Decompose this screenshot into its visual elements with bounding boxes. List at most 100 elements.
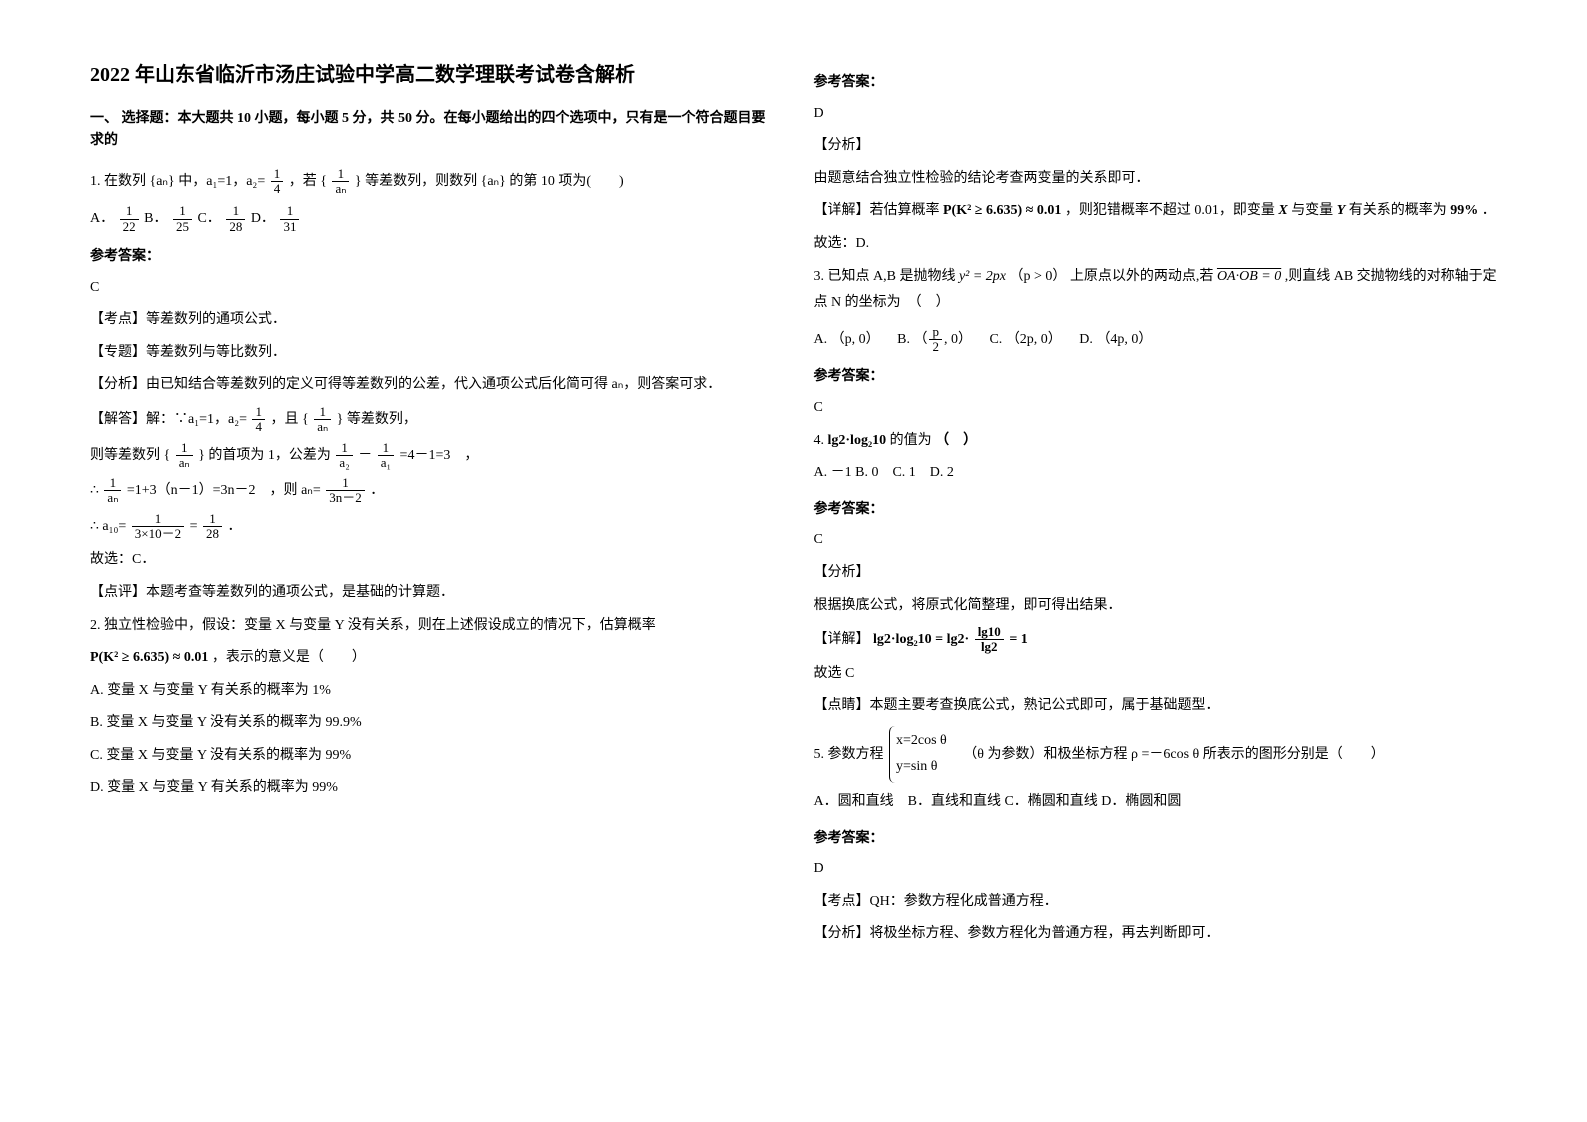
q4-ref: 参考答案： [814,497,1498,524]
q1-l3-b: =1+3（n－1）=3n－2 ，则 [127,483,298,498]
q2-stem2: ，表示的意义是（ ） [212,650,366,665]
q4-eq-l: lg2·log₂10 = lg2· [873,632,969,647]
q4-fenxi-body: 根据换底公式，将原式化简整理，即可得出结果． [814,593,1498,620]
q3-stem: 3. 已知点 A,B 是抛物线 y² = 2px （p > 0） 上原点以外的两… [814,264,1498,317]
frac-1-an: 1aₙ [332,167,349,197]
q1-optC-label: C． [197,211,220,226]
q3-ref: 参考答案： [814,364,1498,391]
q1-optC-frac: 128 [226,204,245,234]
q4-answer: C [814,527,1498,554]
frac-1-an-d: 1aₙ [104,476,121,506]
q5-fenxi: 【分析】将极坐标方程、参数方程化为普通方程，再去判断即可． [814,921,1498,948]
q2-optC: C. 变量 X 与变量 Y 没有关系的概率为 99% [90,743,774,770]
q3-optD-pre: D. [1065,332,1093,347]
q5-system: x=2cos θ y=sin θ [889,726,951,783]
q2-optA: A. 变量 X 与变量 Y 有关系的概率为 1% [90,678,774,705]
q1-jieda-line1: 【解答】解：∵a₁=1，a₂= 14 ，且 { 1aₙ } 等差数列， [90,405,774,435]
q3-optB-pre: B. [883,332,910,347]
q3-pgt0: （p > 0） [1010,269,1067,284]
q1-fenxi: 【分析】由已知结合等差数列的定义可得等差数列的公差，代入通项公式后化简可得 aₙ… [90,372,774,399]
q2-formula-line: P(K² ≥ 6.635) ≈ 0.01 ，表示的意义是（ ） [90,645,774,672]
q5-sys2: y=sin θ [896,754,947,781]
q2-xiangjie: 【详解】若估算概率 P(K² ≥ 6.635) ≈ 0.01 ，则犯错概率不超过… [814,198,1498,225]
frac-1-4: 14 [271,167,284,197]
q2-xj-a: 【详解】若估算概率 [814,203,940,218]
frac-1-a2: 1a₂ [336,441,352,471]
q2-Y: Y [1337,203,1346,218]
frac-1-a1: 1a₁ [378,441,394,471]
q1-dianping: 【点评】本题考查等差数列的通项公式，是基础的计算题． [90,580,774,607]
q1-l2-b: } 的首项为 1，公差为 [198,448,331,463]
q4-paren: （ ） [935,433,977,448]
q3-options: A. （p, 0） B. （p2, 0） C. （2p, 0） D. （4p, … [814,325,1498,355]
q3-optD: （4p, 0） [1096,332,1152,347]
q2-formula: P(K² ≥ 6.635) ≈ 0.01 [90,650,208,665]
q2-xj-b: ，则犯错概率不超过 0.01，即变量 [1065,203,1275,218]
q3-oaob: OA·OB = 0 [1217,269,1281,284]
q1-optB-label: B． [144,211,167,226]
q1-guxuan: 故选：C． [90,547,774,574]
q1-l4-a: ∴ [90,519,99,534]
q1-optA-frac: 122 [120,204,139,234]
q1-optA-label: A． [90,211,114,226]
q4-b: 的值为 [890,433,932,448]
q3-optB: （p2, 0） [913,332,972,347]
q5-kaodian: 【考点】QH：参数方程化成普通方程． [814,889,1498,916]
q1-jieda-line4: ∴ a₁₀= 13×10－2 = 128 ． [90,512,774,542]
q2-guxuan: 故选：D. [814,231,1498,258]
q1-kaodian: 【考点】等差数列的通项公式． [90,307,774,334]
q4-xiangjie: 【详解】 lg2·log₂10 = lg2· lg10lg2 = 1 [814,625,1498,655]
q5-options: A．圆和直线 B．直线和直线 C．椭圆和直线 D．椭圆和圆 [814,789,1498,816]
q4-eq-r: = 1 [1009,632,1027,647]
q2-answer: D [814,101,1498,128]
q1-l3-a: ∴ [90,483,99,498]
q3-answer: C [814,395,1498,422]
q2-optB: B. 变量 X 与变量 Y 没有关系的概率为 99.9% [90,710,774,737]
q2-pct: 99% [1450,203,1478,218]
page-title: 2022 年山东省临沂市汤庄试验中学高二数学理联考试卷含解析 [90,60,774,90]
q2-ref: 参考答案： [814,70,1498,97]
q4-stem: 4. lg2·log₂10 的值为 （ ） [814,428,1498,455]
q5-b: （θ 为参数）和极坐标方程 ρ =－6cos θ 所表示的图形分别是（ ） [956,747,1384,762]
q4-expr: lg2·log₂10 [828,433,887,448]
q1-zhuanti: 【专题】等差数列与等比数列． [90,340,774,367]
frac-a10: 13×10－2 [132,512,184,542]
q1-l3-c: ． [370,483,384,498]
q1-optD-label: D． [251,211,275,226]
q1-l2-a: 则等差数列 { [90,448,170,463]
q1-jieda-line2: 则等差数列 { 1aₙ } 的首项为 1，公差为 1a₂ － 1a₁ =4－1=… [90,441,774,471]
q2-X: X [1278,203,1287,218]
q3-optC: （2p, 0） [1006,332,1062,347]
frac-1-3n2: 13n－2 [326,476,365,506]
q1-answer: C [90,275,774,302]
q2-fenxi-body: 由题意结合独立性检验的结论考查两变量的关系即可． [814,166,1498,193]
q1-text-a: 1. 在数列 {aₙ} 中，a₁=1，a₂= [90,174,265,189]
q2-fenxi-label: 【分析】 [814,133,1498,160]
q4-a: 4. [814,433,825,448]
q2-optD: D. 变量 X 与变量 Y 有关系的概率为 99% [90,775,774,802]
q1-jd-b: ，且 { [270,412,308,427]
q4-options: A. －1 B. 0 C. 1 D. 2 [814,460,1498,487]
frac-1-an-b: 1aₙ [314,405,331,435]
q5-ref: 参考答案： [814,826,1498,853]
q2-xj-d: 有关系的概率为 [1349,203,1447,218]
part1-heading: 一、 选择题：本大题共 10 小题，每小题 5 分，共 50 分。在每小题给出的… [90,108,774,153]
q3-optA: （p, 0） [831,332,880,347]
q1-optD-frac: 131 [280,204,299,234]
an-eq: aₙ= [301,483,321,498]
q2-xj-e: ． [1482,203,1496,218]
q1-jd-a: 【解答】解：∵a₁=1，a₂= [90,412,247,427]
q4-diansong: 【点睛】本题主要考查换底公式，熟记公式即可，属于基础题型． [814,693,1498,720]
q1-ref: 参考答案： [90,244,774,271]
q1-text-b: ，若 { [289,174,327,189]
minus: － [358,448,376,463]
q3-y2: y² = 2px [959,269,1006,284]
q5-sys1: x=2cos θ [896,728,947,755]
q1-optB-frac: 125 [173,204,192,234]
q3-optC-pre: C. [975,332,1002,347]
q5-stem: 5. 参数方程 x=2cos θ y=sin θ （θ 为参数）和极坐标方程 ρ… [814,726,1498,783]
q1-jieda-line3: ∴ 1aₙ =1+3（n－1）=3n－2 ，则 aₙ= 13n－2 ． [90,476,774,506]
q1-options: A． 122 B． 125 C． 128 D． 131 [90,204,774,234]
q1-l4-b: ． [228,519,242,534]
q2-pk: P(K² ≥ 6.635) ≈ 0.01 [943,203,1061,218]
